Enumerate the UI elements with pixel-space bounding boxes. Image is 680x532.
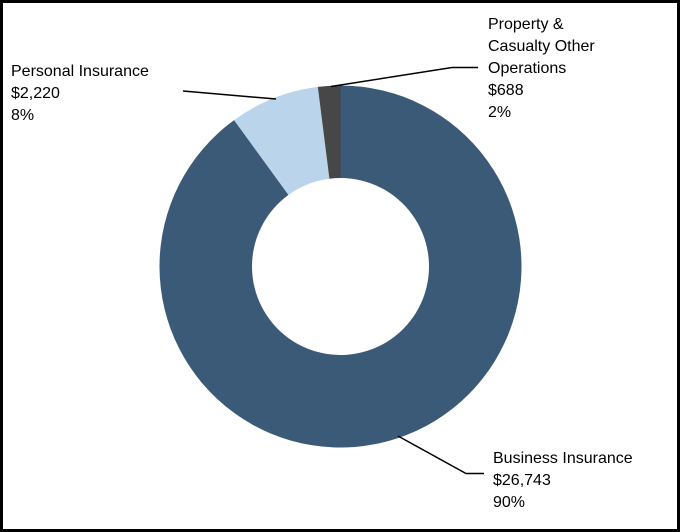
label-line: Casualty Other — [488, 38, 595, 55]
label-line: Personal Insurance — [11, 63, 149, 80]
label-line: Operations — [488, 60, 567, 77]
donut-segment-personal-insurance — [234, 86, 330, 195]
label-line: $688 — [488, 82, 524, 99]
label-line: $26,743 — [493, 472, 551, 489]
label-personal-insurance: Personal Insurance $2,220 8% — [11, 61, 149, 127]
label-line: Property & — [488, 16, 564, 33]
leader-line-property-casualty-other-operations — [330, 66, 478, 88]
leader-lines — [182, 66, 484, 475]
label-property-casualty-other-operations: Property & Casualty Other Operations $688 2% — [488, 14, 595, 124]
donut-segment-business-insurance — [159, 85, 522, 448]
donut-segments — [159, 85, 522, 448]
leader-line-business-insurance — [397, 435, 484, 475]
label-line: 90% — [493, 494, 526, 511]
label-line: 2% — [488, 104, 512, 121]
label-line: $2,220 — [11, 85, 60, 102]
leader-line-personal-insurance — [182, 90, 277, 100]
label-business-insurance: Business Insurance $26,743 90% — [493, 448, 633, 514]
label-line: 8% — [11, 107, 35, 124]
donut-segment-property-casualty-other-operations — [317, 85, 341, 179]
label-line: Business Insurance — [493, 450, 633, 467]
